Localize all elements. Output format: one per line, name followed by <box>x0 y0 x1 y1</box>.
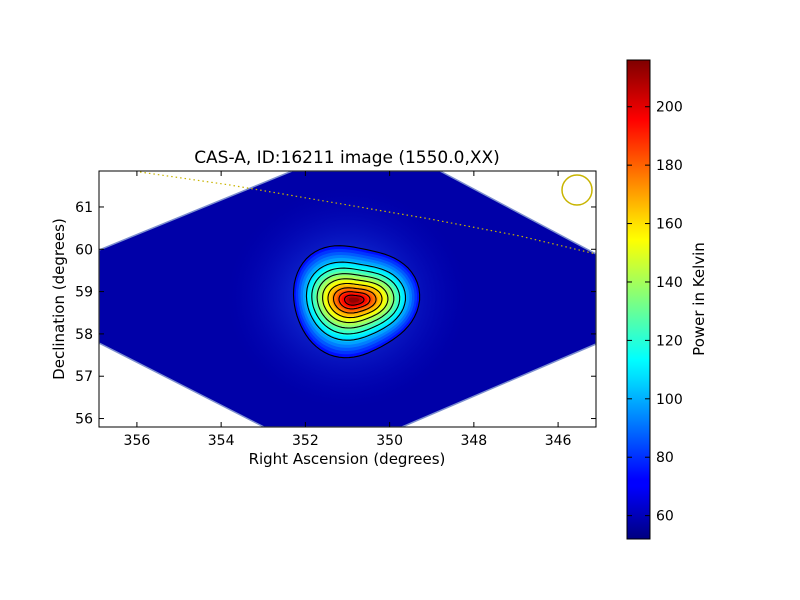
y-tick-label: 58 <box>75 327 93 343</box>
contour-line <box>316 273 395 329</box>
colorbar-tick-label: 180 <box>656 158 683 174</box>
contour-line <box>305 261 407 341</box>
colorbar-label: Power in Kelvin <box>690 242 708 356</box>
contour-line <box>332 287 377 314</box>
colorbar-tick-label: 160 <box>656 217 683 233</box>
x-axis-label: Right Ascension (degrees) <box>249 450 446 468</box>
x-axis-ticks: 356 354 352 350 348 346 <box>124 171 572 449</box>
contour-lines <box>292 245 421 359</box>
chart-title: CAS-A, ID:16211 image (1550.0,XX) <box>194 148 500 168</box>
colorbar-tick-label: 140 <box>656 275 683 291</box>
contour-line <box>343 294 365 306</box>
x-tick-label: 350 <box>376 433 403 449</box>
y-axis-label: Declination (degrees) <box>50 218 68 380</box>
emission-level <box>348 297 360 303</box>
colorbar-tick-label: 200 <box>656 100 683 116</box>
x-tick-label: 346 <box>545 433 572 449</box>
y-tick-label: 57 <box>75 369 93 385</box>
x-tick-label: 354 <box>208 433 235 449</box>
contour-line <box>322 278 389 324</box>
colorbar-ticks: 60 80 100 120 140 160 180 200 <box>627 100 683 525</box>
contour-line <box>338 291 371 310</box>
colorbar-tick-label: 60 <box>656 509 674 525</box>
dotted-line <box>139 171 596 255</box>
contour-line <box>292 245 421 359</box>
source-emission <box>293 245 420 358</box>
y-tick-label: 60 <box>75 242 93 258</box>
y-tick-label: 61 <box>75 200 93 216</box>
image-layer <box>99 171 596 427</box>
plot-frame <box>98 170 597 428</box>
x-tick-label: 356 <box>124 433 151 449</box>
x-tick-label: 348 <box>460 433 487 449</box>
x-tick-label: 352 <box>292 433 319 449</box>
colorbar-tick-label: 80 <box>656 450 674 466</box>
colorbar-tick-label: 100 <box>656 392 683 408</box>
colorbar-tick-label: 120 <box>656 333 683 349</box>
colorbar-frame <box>626 59 651 540</box>
y-tick-label: 56 <box>75 412 93 428</box>
contour-line <box>327 282 383 319</box>
contour-line <box>311 267 401 335</box>
colorbar <box>627 60 650 539</box>
y-tick-label: 59 <box>75 285 93 301</box>
y-axis-ticks: 56 57 58 59 60 61 <box>75 200 596 428</box>
beam-marker <box>561 174 593 206</box>
